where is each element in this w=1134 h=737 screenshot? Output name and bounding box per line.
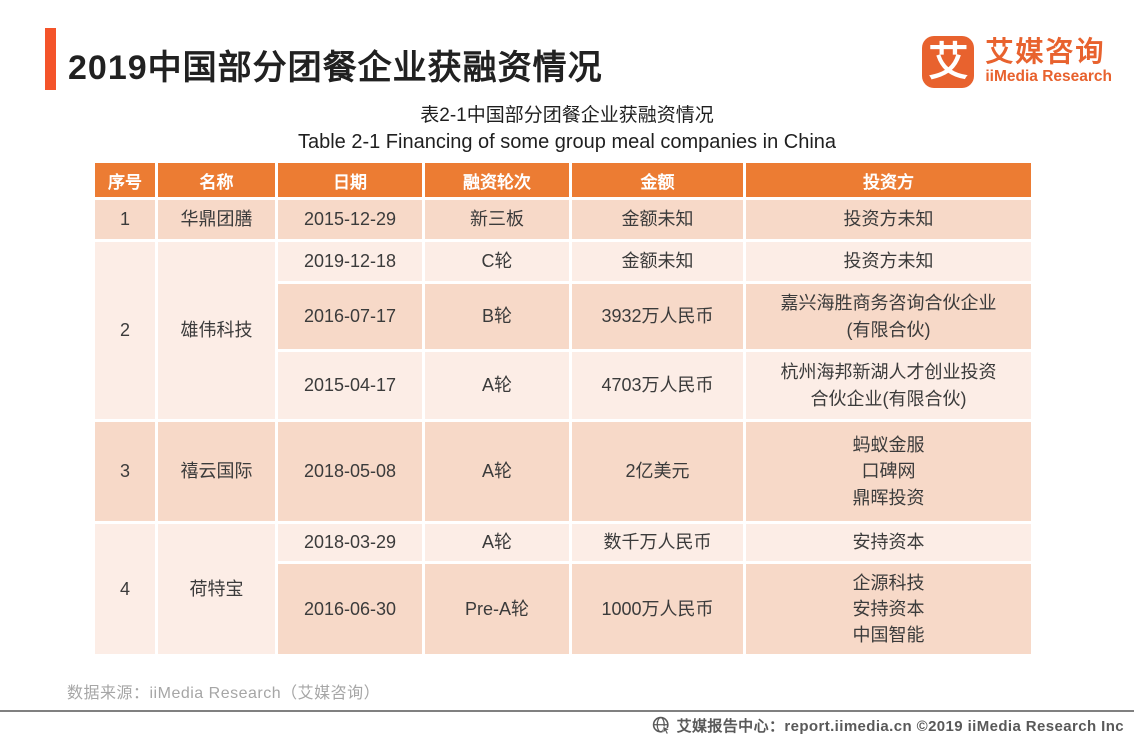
table-row: 2015-04-17 A轮 4703万人民币 杭州海邦新湖人才创业投资 合伙企业(有限… [95, 352, 1031, 419]
cell-company-name: 禧云国际 [158, 422, 275, 521]
column-header-5: 投资方 [746, 163, 1031, 197]
logo-glyph: 艾 [928, 40, 969, 84]
cell-round: B轮 [425, 284, 569, 349]
cell-no: 2 [95, 242, 155, 419]
cell-round: C轮 [425, 242, 569, 281]
table-caption-en: Table 2-1 Financing of some group meal c… [297, 130, 837, 153]
cell-company-name: 雄伟科技 [158, 242, 275, 419]
logo-name-en: iiMedia Research [985, 68, 1112, 86]
table-captions: 表2-1中国部分团餐企业获融资情况 Table 2-1 Financing of… [0, 104, 1134, 156]
cell-amount: 1000万人民币 [572, 564, 743, 654]
cell-investors: 杭州海邦新湖人才创业投资 合伙企业(有限合伙) [746, 352, 1031, 419]
cell-round: A轮 [425, 422, 569, 521]
cell-investors: 蚂蚁金服 口碑网 鼎晖投资 [746, 422, 1031, 521]
column-header-0: 序号 [95, 163, 155, 197]
cell-amount: 3932万人民币 [572, 284, 743, 349]
cell-round: Pre-A轮 [425, 564, 569, 654]
cell-investors: 嘉兴海胜商务咨询合伙企业 (有限合伙) [746, 284, 1031, 349]
cell-date: 2016-07-17 [278, 284, 422, 349]
data-source-note: 数据来源：iiMedia Research（艾媒咨询） [67, 685, 381, 702]
title-accent-bar [45, 28, 56, 90]
cell-investors: 企源科技 安持资本 中国智能 [746, 564, 1031, 654]
cell-no: 1 [95, 200, 155, 239]
cell-investors: 安持资本 [746, 524, 1031, 561]
cell-amount: 4703万人民币 [572, 352, 743, 419]
cell-date: 2019-12-18 [278, 242, 422, 281]
cell-company-name: 华鼎团膳 [158, 200, 275, 239]
table-caption-cn: 表2-1中国部分团餐企业获融资情况 [420, 105, 714, 126]
globe-cursor-icon [652, 716, 670, 735]
footer-report-center-text: 艾媒报告中心：report.iimedia.cn ©2019 iiMedia R… [676, 718, 1124, 735]
table-row: 1 华鼎团膳 2015-12-29 新三板 金额未知 投资方未知 [95, 200, 1031, 239]
table-row: 2016-06-30 Pre-A轮 1000万人民币 企源科技 安持资本 中国智能 [95, 564, 1031, 654]
page-title: 2019中国部分团餐企业获融资情况 [68, 49, 603, 87]
column-header-2: 日期 [278, 163, 422, 197]
cell-date: 2018-03-29 [278, 524, 422, 561]
column-header-3: 融资轮次 [425, 163, 569, 197]
cell-amount: 金额未知 [572, 242, 743, 281]
footer-divider [0, 710, 1134, 712]
table-header-row: 序号 名称 日期 融资轮次 金额 投资方 [95, 163, 1031, 197]
table-row: 3 禧云国际 2018-05-08 A轮 2亿美元 蚂蚁金服 口碑网 鼎晖投资 [95, 422, 1031, 521]
cell-no: 3 [95, 422, 155, 521]
cell-no: 4 [95, 524, 155, 654]
cell-date: 2015-12-29 [278, 200, 422, 239]
logo-name-cn: 艾媒咨询 [985, 36, 1106, 68]
cell-round: A轮 [425, 524, 569, 561]
cell-amount: 金额未知 [572, 200, 743, 239]
cell-date: 2018-05-08 [278, 422, 422, 521]
table-row: 2 雄伟科技 2019-12-18 C轮 金额未知 投资方未知 [95, 242, 1031, 419]
cell-company-name: 荷特宝 [158, 524, 275, 654]
cell-round: 新三板 [425, 200, 569, 239]
cell-round: A轮 [425, 352, 569, 419]
column-header-4: 金额 [572, 163, 743, 197]
iimedia-logo: 艾 艾媒咨询 iiMedia Research [922, 36, 1112, 88]
column-header-1: 名称 [158, 163, 275, 197]
cell-investors: 投资方未知 [746, 200, 1031, 239]
iimedia-logo-icon: 艾 [922, 36, 975, 88]
footer-report-center: 艾媒报告中心：report.iimedia.cn ©2019 iiMedia R… [652, 715, 1124, 736]
cell-amount: 2亿美元 [572, 422, 743, 521]
cell-investors: 投资方未知 [746, 242, 1031, 281]
logo-text: 艾媒咨询 iiMedia Research [985, 36, 1112, 86]
table-row: 2016-07-17 B轮 3932万人民币 嘉兴海胜商务咨询合伙企业 (有限合伙) [95, 284, 1031, 349]
cell-amount: 数千万人民币 [572, 524, 743, 561]
cell-date: 2016-06-30 [278, 564, 422, 654]
cell-date: 2015-04-17 [278, 352, 422, 419]
table-row: 4 荷特宝 2018-03-29 A轮 数千万人民币 安持资本 [95, 524, 1031, 654]
financing-table: 序号 名称 日期 融资轮次 金额 投资方 1 华鼎团膳 2015-12-29 新三板 金额未知 投资… [92, 160, 1034, 657]
